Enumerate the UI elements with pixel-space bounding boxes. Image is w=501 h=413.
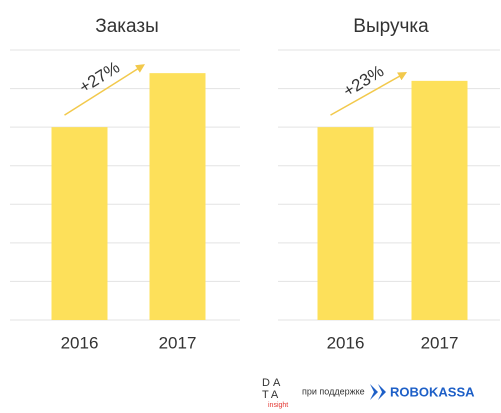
- x-tick-label: 2016: [327, 333, 365, 352]
- bar: [317, 127, 374, 321]
- chart-title: Заказы: [95, 16, 159, 37]
- x-tick-label: 2017: [421, 333, 459, 352]
- chart-title: Выручка: [353, 16, 429, 37]
- logo-sub: insight: [268, 402, 288, 409]
- footer: DA TA insight при поддержке ROBOKASSA: [262, 377, 475, 409]
- bar: [51, 127, 108, 321]
- growth-arrow: [64, 64, 146, 116]
- x-tick-label: 2016: [61, 333, 99, 352]
- support-text: при поддержке: [302, 386, 365, 396]
- bar: [149, 73, 206, 321]
- x-tick-label: 2017: [159, 333, 197, 352]
- growth-arrow: [330, 71, 408, 116]
- partner-name: ROBOKASSA: [390, 384, 475, 399]
- growth-label: +27%: [76, 58, 123, 97]
- partner-icon: [370, 384, 386, 400]
- growth-label: +23%: [340, 61, 387, 100]
- logo-text: DA: [262, 377, 283, 389]
- logo-text: TA: [262, 389, 281, 401]
- bar: [411, 80, 468, 320]
